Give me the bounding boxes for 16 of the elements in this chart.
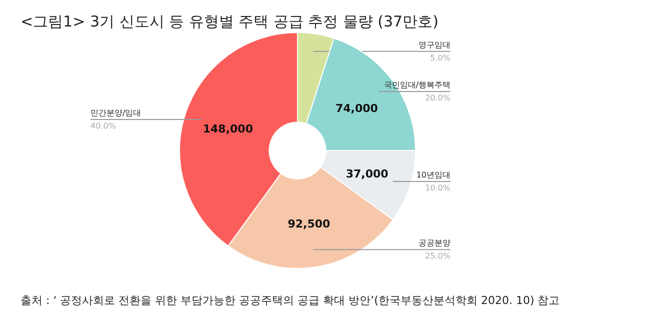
data-label: 92,500	[288, 217, 331, 230]
data-label: 74,000	[335, 102, 378, 115]
text: 10.0%	[425, 183, 451, 192]
slice-label: 민간분양/임대	[90, 108, 142, 118]
text: 25.0%	[425, 252, 451, 261]
text: 20.0%	[425, 94, 451, 103]
text: 40.0%	[90, 122, 116, 131]
slice-label: 국민임대/행복주택	[384, 80, 451, 90]
data-label: 148,000	[202, 122, 254, 136]
data-label: 37,000	[346, 168, 389, 181]
slice-label: 영구임대	[418, 40, 450, 50]
text: 5.0%	[430, 53, 451, 62]
source-note: 출처 : ‘ 공정사회로 전환을 위한 부담가능한 공공주택의 공급 확대 방안’(한국부동산분석학회 2020. 10) 참고	[20, 294, 560, 307]
slice-label: 10년임대	[416, 170, 451, 180]
slice-label: 공공분양	[418, 238, 450, 248]
chart-title: <그림1> 3기 신도시 등 유형별 주택 공급 추정 물량 (37만호)	[20, 12, 438, 30]
